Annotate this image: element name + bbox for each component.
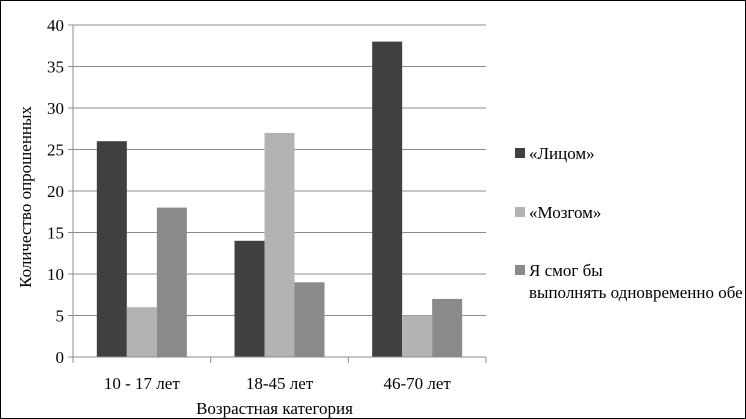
bar-series-0-cat-1 bbox=[234, 240, 265, 357]
axes bbox=[68, 24, 487, 363]
y-tick-label: 40 bbox=[47, 16, 64, 35]
legend-swatch bbox=[515, 148, 525, 158]
legend-label-line: Я смог бы bbox=[529, 261, 603, 280]
y-tick-label: 5 bbox=[56, 307, 65, 326]
bar-series-1-cat-2 bbox=[402, 315, 433, 357]
x-tick-label: 18-45 лет bbox=[246, 374, 314, 393]
legend-label: «Лицом» bbox=[529, 144, 595, 163]
y-tick-label: 30 bbox=[47, 99, 64, 118]
legend-label: Я смог бы выполнять одновременно обе роли bbox=[529, 261, 745, 302]
y-tick-label: 0 bbox=[56, 348, 65, 367]
x-tick-labels: 10 - 17 лет 18-45 лет 46-70 лет bbox=[104, 374, 452, 393]
legend-label: «Мозгом» bbox=[529, 203, 601, 222]
y-tick-label: 35 bbox=[47, 58, 64, 77]
bar-series-2-cat-1 bbox=[294, 282, 325, 357]
y-tick-label: 20 bbox=[47, 182, 64, 201]
legend: «Лицом» «Мозгом» Я смог бы выполнять одновр… bbox=[515, 144, 745, 302]
bar-series-2-cat-2 bbox=[432, 298, 463, 357]
x-axis-title: Возрастная категория bbox=[196, 399, 353, 418]
bar-series-1-cat-0 bbox=[126, 307, 157, 357]
y-axis-title: Количество опрошенных bbox=[16, 106, 35, 288]
legend-swatch bbox=[515, 207, 525, 217]
bars bbox=[96, 41, 463, 357]
x-tick-label: 10 - 17 лет bbox=[104, 374, 180, 393]
y-tick-labels: 0 5 10 15 20 25 30 35 40 bbox=[47, 16, 64, 367]
y-tick-label: 15 bbox=[47, 224, 64, 243]
x-tick-label: 46-70 лет bbox=[383, 374, 451, 393]
legend-swatch bbox=[515, 265, 525, 275]
bar-series-2-cat-0 bbox=[156, 207, 187, 357]
bar-series-0-cat-2 bbox=[372, 41, 403, 357]
y-tick-label: 10 bbox=[47, 265, 64, 284]
y-tick-label: 25 bbox=[47, 141, 64, 160]
legend-label-line: выполнять одновременно обе роли bbox=[529, 283, 745, 302]
bar-series-1-cat-1 bbox=[264, 132, 295, 357]
bar-series-0-cat-0 bbox=[96, 141, 127, 357]
